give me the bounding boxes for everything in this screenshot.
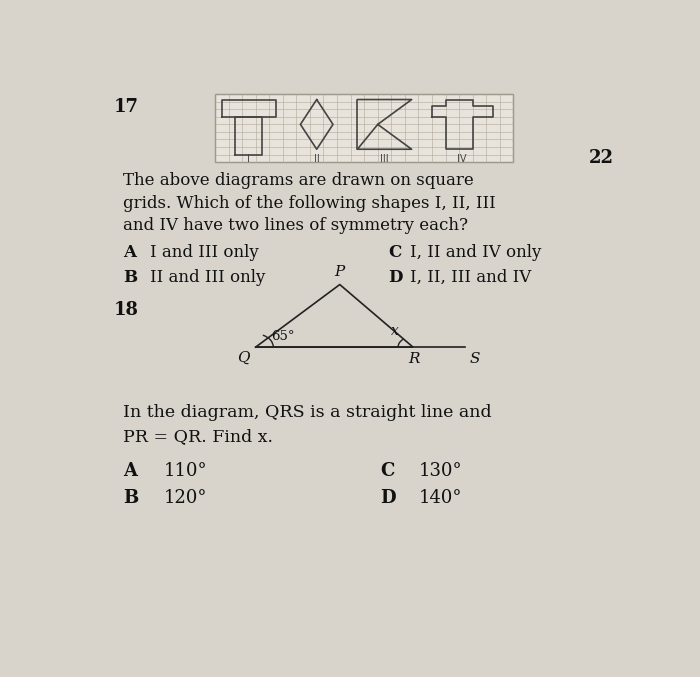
Text: 130°: 130° <box>419 462 462 480</box>
Text: B: B <box>122 489 138 507</box>
Text: I, II and IV only: I, II and IV only <box>410 244 542 261</box>
Text: PR = QR. Find x.: PR = QR. Find x. <box>122 429 273 445</box>
Text: C: C <box>381 462 395 480</box>
Text: and IV have two lines of symmetry each?: and IV have two lines of symmetry each? <box>122 217 468 234</box>
Text: x: x <box>391 324 399 338</box>
Text: 110°: 110° <box>163 462 207 480</box>
Text: IV: IV <box>457 154 467 165</box>
Text: D: D <box>389 269 403 286</box>
Text: II and III only: II and III only <box>150 269 265 286</box>
Text: P: P <box>335 265 345 280</box>
Text: C: C <box>389 244 402 261</box>
Text: In the diagram, QRS is a straight line and: In the diagram, QRS is a straight line a… <box>122 404 491 422</box>
Text: 140°: 140° <box>419 489 462 507</box>
Text: 22: 22 <box>589 149 614 167</box>
Text: 18: 18 <box>113 301 139 320</box>
Text: A: A <box>122 244 136 261</box>
Text: 65°: 65° <box>271 330 295 343</box>
Text: I: I <box>248 154 251 165</box>
Text: 17: 17 <box>113 98 139 116</box>
Text: S: S <box>470 352 480 366</box>
Text: I, II, III and IV: I, II, III and IV <box>410 269 531 286</box>
Text: R: R <box>408 352 420 366</box>
Text: D: D <box>381 489 396 507</box>
Text: grids. Which of the following shapes I, II, III: grids. Which of the following shapes I, … <box>122 195 496 212</box>
Text: A: A <box>122 462 136 480</box>
Text: B: B <box>122 269 137 286</box>
Text: Q: Q <box>237 351 249 366</box>
Text: III: III <box>380 154 389 165</box>
Text: II: II <box>314 154 320 165</box>
Text: I and III only: I and III only <box>150 244 258 261</box>
Bar <box>215 94 513 162</box>
Text: The above diagrams are drawn on square: The above diagrams are drawn on square <box>122 173 473 190</box>
Text: 120°: 120° <box>163 489 207 507</box>
